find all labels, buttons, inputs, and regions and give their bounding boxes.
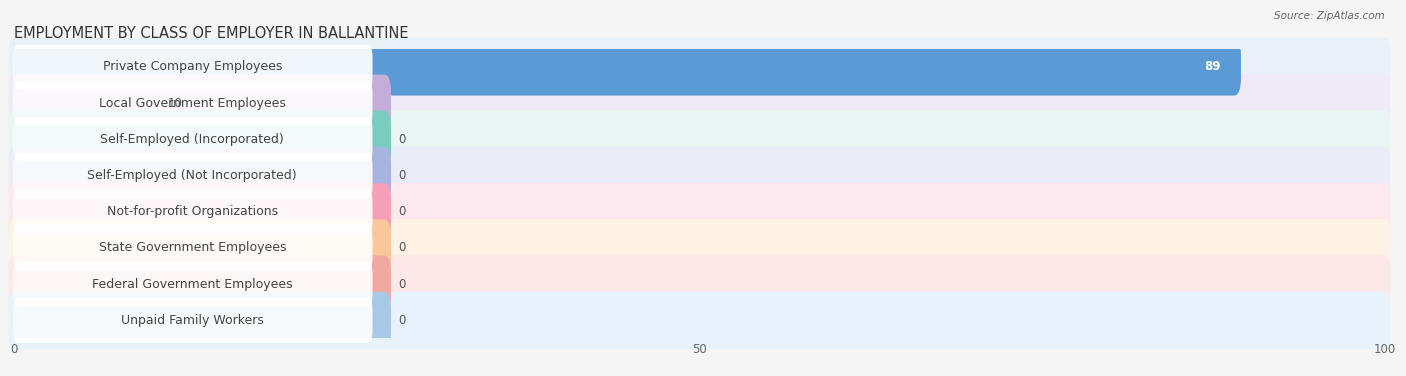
FancyBboxPatch shape	[7, 219, 391, 276]
FancyBboxPatch shape	[8, 219, 1391, 277]
FancyBboxPatch shape	[14, 44, 373, 89]
Text: 89: 89	[1204, 61, 1220, 73]
Text: 0: 0	[398, 314, 405, 327]
FancyBboxPatch shape	[7, 292, 391, 349]
FancyBboxPatch shape	[8, 147, 1391, 205]
FancyBboxPatch shape	[14, 262, 373, 306]
FancyBboxPatch shape	[8, 183, 1391, 241]
FancyBboxPatch shape	[14, 189, 373, 234]
Text: 0: 0	[398, 277, 405, 291]
FancyBboxPatch shape	[8, 255, 1391, 313]
Text: 0: 0	[398, 133, 405, 146]
FancyBboxPatch shape	[14, 153, 373, 198]
FancyBboxPatch shape	[7, 38, 1241, 96]
FancyBboxPatch shape	[14, 117, 373, 162]
Text: Self-Employed (Not Incorporated): Self-Employed (Not Incorporated)	[87, 169, 297, 182]
FancyBboxPatch shape	[7, 111, 391, 168]
Text: 0: 0	[398, 169, 405, 182]
Text: EMPLOYMENT BY CLASS OF EMPLOYER IN BALLANTINE: EMPLOYMENT BY CLASS OF EMPLOYER IN BALLA…	[14, 26, 409, 41]
Text: State Government Employees: State Government Employees	[98, 241, 285, 255]
Text: 0: 0	[398, 241, 405, 255]
Text: Self-Employed (Incorporated): Self-Employed (Incorporated)	[100, 133, 284, 146]
Text: Private Company Employees: Private Company Employees	[103, 61, 283, 73]
FancyBboxPatch shape	[14, 226, 373, 270]
FancyBboxPatch shape	[8, 291, 1391, 349]
FancyBboxPatch shape	[14, 298, 373, 343]
FancyBboxPatch shape	[14, 81, 373, 126]
Text: Source: ZipAtlas.com: Source: ZipAtlas.com	[1274, 11, 1385, 21]
FancyBboxPatch shape	[8, 74, 1391, 132]
FancyBboxPatch shape	[7, 256, 391, 313]
FancyBboxPatch shape	[7, 74, 391, 132]
Text: 10: 10	[167, 97, 183, 110]
Text: Not-for-profit Organizations: Not-for-profit Organizations	[107, 205, 278, 218]
FancyBboxPatch shape	[8, 111, 1391, 168]
FancyBboxPatch shape	[8, 38, 1391, 96]
Text: Federal Government Employees: Federal Government Employees	[91, 277, 292, 291]
Text: Unpaid Family Workers: Unpaid Family Workers	[121, 314, 264, 327]
FancyBboxPatch shape	[7, 147, 391, 204]
Text: 0: 0	[398, 205, 405, 218]
FancyBboxPatch shape	[7, 183, 391, 240]
Text: Local Government Employees: Local Government Employees	[98, 97, 285, 110]
